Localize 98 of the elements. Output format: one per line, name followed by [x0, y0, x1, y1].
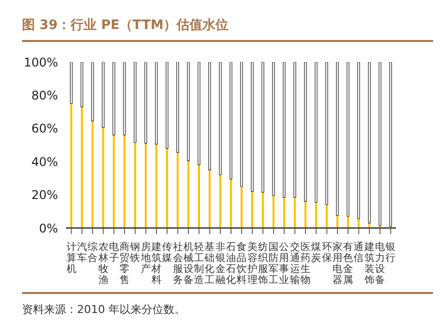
bar	[102, 128, 104, 228]
x-tick-label: 石油石化	[226, 242, 236, 286]
bar	[187, 160, 190, 228]
bar	[112, 62, 116, 136]
bar	[80, 106, 83, 228]
bar	[304, 62, 307, 202]
x-tick-label: 汽车	[76, 241, 87, 264]
bar	[314, 62, 318, 203]
bar	[368, 62, 371, 224]
x-tick-label: 计算机	[66, 241, 76, 275]
x-tick-label: 房地产	[140, 241, 151, 275]
bar	[230, 179, 232, 228]
x-tick-label: 非银金融	[214, 241, 226, 286]
x-tick-label: 国防军工	[268, 242, 279, 286]
x-tick-label: 传媒	[162, 242, 172, 264]
bar	[123, 62, 126, 136]
x-tick-label: 钢铁	[129, 242, 140, 264]
x-tick-label: 轻工制造	[194, 241, 204, 286]
bar	[166, 148, 168, 228]
x-tick-label: 有色金属	[343, 241, 354, 286]
x-tick-label: 建筑装饰	[363, 241, 374, 286]
y-tick-label: 60%	[31, 122, 58, 136]
bar	[134, 142, 136, 228]
bar	[294, 62, 296, 198]
x-tick-label: 家用电器	[332, 241, 342, 286]
y-tick-label: 20%	[31, 188, 58, 202]
bar	[240, 62, 243, 187]
bar	[80, 62, 84, 108]
bar	[218, 62, 222, 176]
x-tick-label: 电力设备	[375, 241, 386, 286]
bar	[70, 62, 73, 104]
bar	[102, 62, 104, 128]
y-tick-label: 100%	[24, 55, 58, 70]
bar	[208, 170, 211, 228]
chart-title: 图 39：行业 PE（TTM）估值水位	[22, 17, 229, 34]
x-tick-label: 农林牧渔	[97, 242, 108, 286]
x-tick-label: 基础化工	[204, 241, 215, 286]
text: 资料来源：2010 年以来分位数。	[22, 302, 186, 317]
bar	[283, 197, 286, 228]
x-tick-label: 公用事业	[279, 241, 290, 286]
x-tick-label: 食品饮料	[236, 241, 247, 286]
bar	[358, 218, 360, 228]
bar	[70, 104, 72, 228]
bar	[347, 216, 350, 228]
bar	[208, 62, 211, 170]
bar	[198, 164, 200, 228]
bar	[187, 62, 190, 162]
bar	[176, 62, 180, 153]
x-tick-label: 医药生物	[300, 242, 311, 286]
bar	[346, 62, 350, 217]
bar	[262, 62, 264, 193]
bar	[144, 62, 148, 144]
x-tick-label: 银行	[384, 242, 396, 264]
bar	[155, 144, 158, 228]
bar	[219, 174, 222, 228]
x-tick-label: 美容护理	[246, 241, 258, 286]
bar	[282, 62, 286, 198]
bar	[325, 62, 328, 206]
bar	[176, 152, 179, 228]
y-tick-label: 80%	[31, 88, 58, 102]
bar	[155, 62, 158, 144]
bar	[144, 143, 147, 228]
y-tick-label: 40%	[31, 154, 58, 169]
bar	[92, 120, 94, 228]
bar	[304, 201, 306, 228]
bar	[240, 186, 243, 228]
bar	[91, 62, 94, 122]
bar	[166, 62, 168, 149]
bar	[272, 62, 275, 196]
bar	[294, 197, 296, 228]
bar	[198, 62, 200, 166]
bar	[389, 62, 392, 227]
bar	[378, 62, 382, 226]
bar	[326, 204, 328, 228]
bar	[123, 135, 126, 228]
bar	[134, 62, 136, 143]
x-tick-label: 综合	[88, 241, 98, 264]
x-tick-label: 通信	[354, 241, 364, 264]
y-tick-label: 0%	[38, 221, 58, 236]
x-tick-label: 建筑材料	[150, 241, 162, 286]
x-tick-label: 社会服务	[172, 241, 183, 286]
x-tick-label: 商贸零售	[120, 241, 130, 286]
bar	[336, 216, 338, 228]
bar	[251, 191, 254, 228]
bar	[357, 62, 360, 220]
x-tick-label: 交通运输	[290, 241, 300, 286]
bar	[315, 202, 318, 228]
bar	[250, 62, 254, 192]
bar	[230, 62, 232, 180]
x-tick-label: 电子	[108, 241, 119, 264]
bar	[336, 62, 339, 216]
x-tick-label: 煤炭	[311, 241, 322, 264]
x-tick-label: 机械设备	[183, 241, 194, 286]
bar	[262, 192, 264, 228]
x-tick-label: 环保	[322, 242, 332, 264]
bar	[112, 135, 115, 228]
x-tick-label: 纺织服饰	[256, 241, 268, 286]
bar	[272, 196, 275, 228]
